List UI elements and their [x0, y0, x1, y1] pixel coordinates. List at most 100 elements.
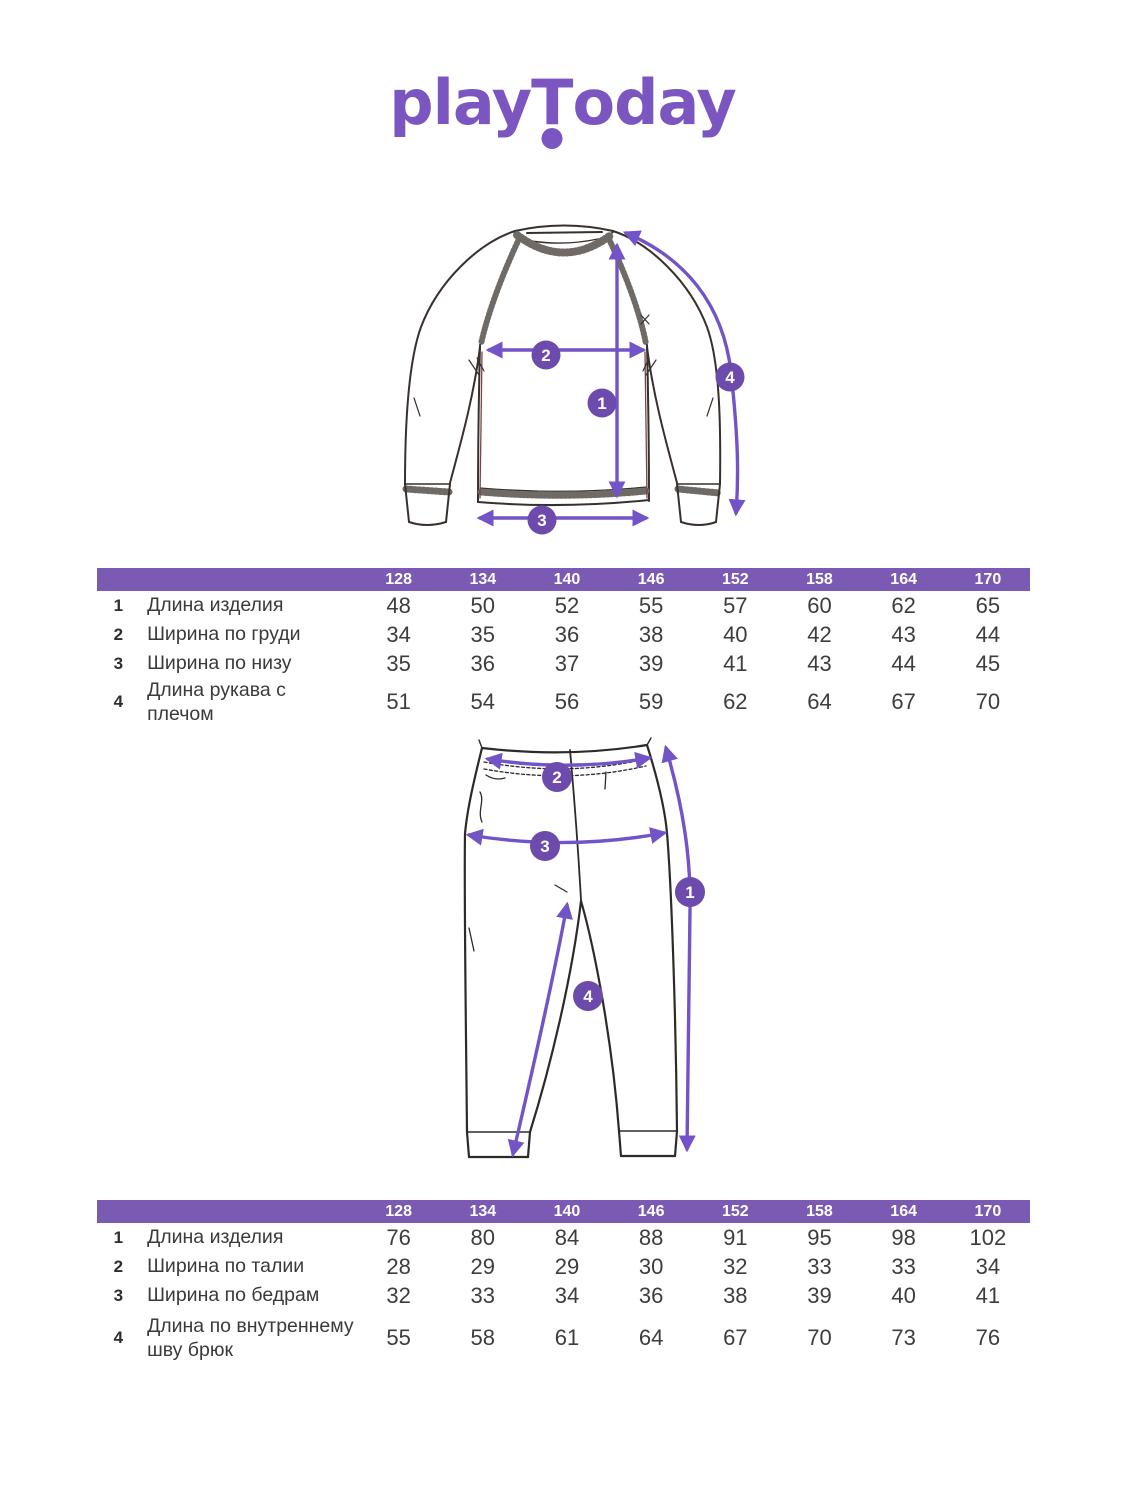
table-row: 1 Длина изделия 76 80 84 88 91 95 98 102 — [97, 1223, 1030, 1252]
measurement-arrows — [476, 230, 746, 527]
size-col-header: 152 — [693, 1200, 778, 1223]
size-col-header: 128 — [356, 1200, 441, 1223]
measurement-value: 45 — [975, 650, 1001, 676]
size-col-header: 134 — [440, 1200, 525, 1223]
sweatshirt-sketch — [402, 224, 723, 526]
size-col-header: 170 — [945, 1200, 1030, 1223]
row-number: 4 — [113, 1328, 124, 1347]
size-col-header: 164 — [861, 568, 946, 591]
logo-text-t: T — [531, 66, 573, 139]
measurement-label: Длина по внутреннему шву брюк — [147, 1314, 354, 1361]
measurement-value: 39 — [807, 1282, 832, 1308]
measurement-value: 58 — [470, 1325, 496, 1350]
size-col-header: 146 — [609, 568, 694, 591]
measurement-value: 64 — [638, 1325, 664, 1350]
measurement-value: 57 — [723, 592, 748, 618]
measurement-value: 38 — [723, 1282, 748, 1308]
measurement-value: 43 — [891, 621, 916, 647]
table-row: 4 Длина рукава с плечом 51 54 56 59 62 6… — [97, 678, 1030, 727]
measurement-value: 54 — [470, 689, 496, 715]
measurement-value: 43 — [807, 650, 832, 676]
header-spacer — [97, 1200, 357, 1223]
measurement-value: 33 — [891, 1253, 916, 1279]
badge-2: 2 — [542, 762, 572, 792]
size-col-header: 158 — [777, 568, 862, 591]
measurement-value: 32 — [386, 1282, 411, 1308]
measurement-label: Ширина по талии — [147, 1255, 305, 1278]
measurement-value: 34 — [386, 621, 411, 647]
measurement-value: 42 — [807, 621, 832, 647]
measurement-value: 36 — [638, 1282, 664, 1308]
row-number: 4 — [113, 692, 124, 712]
measurement-label: Длина рукава с плечом — [147, 679, 286, 726]
measurement-value: 33 — [470, 1282, 496, 1308]
measurement-value: 35 — [386, 650, 411, 676]
brand-logo: playToday — [0, 66, 1125, 139]
row-number: 1 — [113, 1227, 124, 1247]
row-number: 2 — [113, 624, 124, 644]
measurement-value: 98 — [891, 1224, 916, 1250]
measurement-value: 64 — [807, 689, 832, 715]
measurement-value: 41 — [975, 1282, 1001, 1308]
measurement-value: 88 — [638, 1224, 664, 1250]
measurement-value: 51 — [386, 689, 411, 715]
measurement-value: 41 — [723, 650, 748, 676]
row-number: 1 — [113, 595, 124, 615]
measurement-value: 95 — [807, 1224, 832, 1250]
measurement-value: 29 — [554, 1253, 580, 1279]
size-col-header: 158 — [777, 1200, 862, 1223]
arrow-waist-width — [484, 751, 653, 770]
measure-badges: 2 3 1 4 — [530, 762, 705, 1011]
measurement-value: 33 — [807, 1253, 832, 1279]
badge-2-label: 2 — [541, 346, 550, 365]
measurement-value: 39 — [638, 650, 664, 676]
row-number: 2 — [113, 1256, 124, 1276]
pants-sketch — [463, 737, 679, 1159]
badge-1: 1 — [587, 388, 617, 418]
badge-1: 1 — [675, 877, 705, 907]
badge-3-label: 3 — [537, 511, 546, 530]
measurement-value: 30 — [638, 1253, 664, 1279]
badge-3: 3 — [530, 831, 560, 861]
arrow-hip-width — [465, 827, 668, 846]
measurement-value: 62 — [891, 592, 916, 618]
measurement-label: Длина изделия — [147, 594, 284, 617]
measurement-value: 52 — [554, 592, 580, 618]
badge-4: 4 — [573, 981, 603, 1011]
sweatshirt-diagram: 2 1 3 4 — [383, 212, 763, 562]
measurement-arrows — [465, 744, 696, 1158]
arrow-inseam — [507, 901, 573, 1158]
size-header-row: 128 134 140 146 152 158 164 170 — [97, 568, 1030, 591]
measurement-value: 55 — [386, 1325, 411, 1350]
measurement-value: 73 — [891, 1325, 916, 1350]
measurement-value: 67 — [891, 689, 916, 715]
badge-2: 2 — [531, 340, 561, 370]
table-row: 1 Длина изделия 48 50 52 55 57 60 62 65 — [97, 591, 1030, 620]
measurement-label: Ширина по груди — [147, 623, 301, 646]
badge-3-label: 3 — [540, 837, 549, 856]
measurement-value: 59 — [638, 689, 664, 715]
measurement-value: 44 — [975, 621, 1001, 647]
badge-4-label: 4 — [583, 987, 593, 1006]
measurement-value: 35 — [470, 621, 496, 647]
measurement-value: 32 — [723, 1253, 748, 1279]
size-header-row: 128 134 140 146 152 158 164 170 — [97, 1200, 1030, 1223]
measure-badges: 2 1 3 4 — [527, 340, 745, 535]
measurement-label: Ширина по низу — [147, 652, 292, 675]
table-row: 4 Длина по внутреннему шву брюк 55 58 61… — [97, 1310, 1030, 1366]
measurement-value: 34 — [975, 1253, 1001, 1279]
measurement-value: 40 — [723, 621, 748, 647]
measurement-value: 76 — [386, 1224, 411, 1250]
measurement-value: 61 — [554, 1325, 580, 1350]
measurement-value: 80 — [470, 1224, 496, 1250]
header-spacer — [97, 568, 357, 591]
sweatshirt-size-table: 128 134 140 146 152 158 164 170 1 Длина … — [97, 568, 1030, 727]
measurement-value: 65 — [975, 592, 1001, 618]
measurement-value: 29 — [470, 1253, 496, 1279]
size-col-header: 170 — [945, 568, 1030, 591]
measurement-value: 40 — [891, 1282, 916, 1308]
size-col-header: 164 — [861, 1200, 946, 1223]
logo-text-pre: play — [389, 66, 532, 139]
size-col-header: 140 — [524, 1200, 610, 1223]
measurement-value: 62 — [723, 689, 748, 715]
